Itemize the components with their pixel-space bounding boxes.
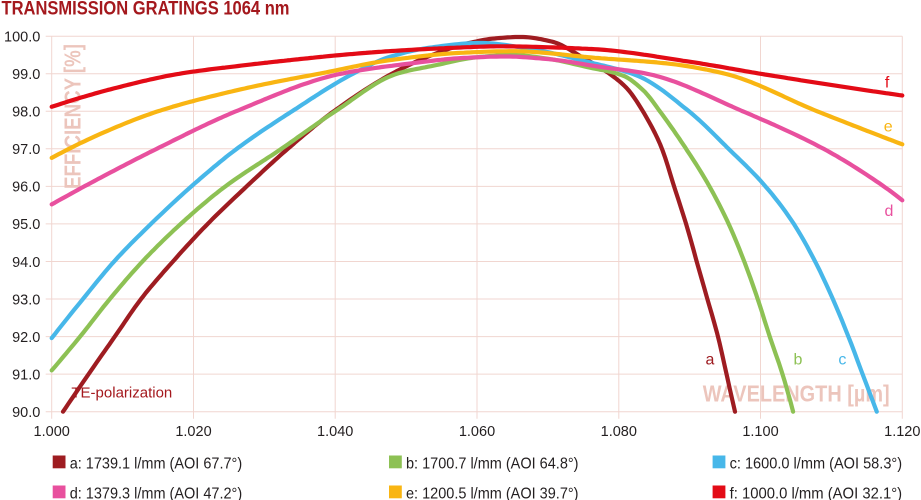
svg-text:a: a — [706, 352, 715, 369]
svg-text:1.120: 1.120 — [884, 424, 920, 440]
svg-text:a: 1739.1 l/mm (AOI 67.7°): a: 1739.1 l/mm (AOI 67.7°) — [70, 455, 243, 472]
svg-text:100.0: 100.0 — [4, 30, 40, 46]
svg-text:97.0: 97.0 — [12, 142, 40, 158]
svg-text:1.100: 1.100 — [742, 424, 778, 440]
svg-text:96.0: 96.0 — [12, 180, 40, 196]
svg-text:98.0: 98.0 — [12, 105, 40, 121]
svg-text:1.080: 1.080 — [601, 424, 637, 440]
svg-text:1.000: 1.000 — [34, 424, 70, 440]
svg-text:95.0: 95.0 — [12, 217, 40, 233]
svg-text:TRANSMISSION GRATINGS 1064 nm: TRANSMISSION GRATINGS 1064 nm — [2, 0, 290, 20]
svg-text:EFFICIENCY [%]: EFFICIENCY [%] — [60, 44, 86, 189]
svg-text:f: 1000.0 l/mm (AOI 32.1°): f: 1000.0 l/mm (AOI 32.1°) — [730, 485, 903, 500]
svg-text:99.0: 99.0 — [12, 67, 40, 83]
svg-text:1.020: 1.020 — [175, 424, 211, 440]
svg-text:c: c — [838, 352, 846, 369]
svg-text:94.0: 94.0 — [12, 255, 40, 271]
svg-text:90.0: 90.0 — [12, 405, 40, 421]
svg-text:e: 1200.5 l/mm (AOI 39.7°): e: 1200.5 l/mm (AOI 39.7°) — [406, 485, 579, 500]
svg-text:91.0: 91.0 — [12, 367, 40, 383]
svg-text:TE-polarization: TE-polarization — [71, 385, 172, 402]
svg-text:93.0: 93.0 — [12, 292, 40, 308]
svg-text:b: 1700.7 l/mm (AOI 64.8°): b: 1700.7 l/mm (AOI 64.8°) — [406, 455, 579, 472]
svg-text:1.040: 1.040 — [317, 424, 353, 440]
svg-text:b: b — [794, 352, 803, 369]
svg-text:f: f — [885, 75, 890, 92]
svg-text:1.060: 1.060 — [459, 424, 495, 440]
svg-text:e: e — [884, 119, 893, 136]
svg-text:c: 1600.0 l/mm (AOI 58.3°): c: 1600.0 l/mm (AOI 58.3°) — [730, 455, 903, 472]
svg-text:92.0: 92.0 — [12, 330, 40, 346]
svg-text:d: d — [885, 203, 894, 220]
svg-text:d: 1379.3 l/mm (AOI 47.2°): d: 1379.3 l/mm (AOI 47.2°) — [70, 485, 243, 500]
